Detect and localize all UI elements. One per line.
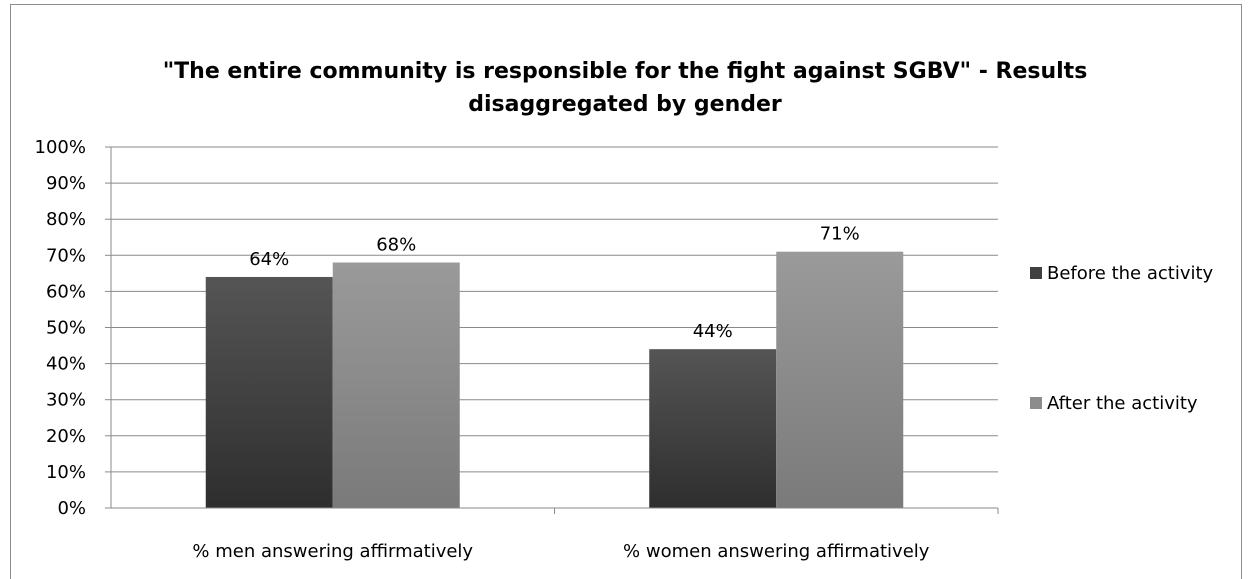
y-tick-label: 100% [35,137,86,158]
y-tick-label: 80% [46,209,86,230]
bar [776,251,904,508]
y-tick-label: 20% [46,426,86,447]
chart-title-line-2: disaggregated by gender [468,92,782,117]
y-tick-label: 70% [46,245,86,266]
legend-label: After the activity [1047,393,1198,414]
y-tick-label: 40% [46,354,86,375]
y-tick-label: 90% [46,173,86,194]
legend-swatch [1030,267,1042,279]
y-tick-label: 50% [46,318,86,339]
data-labels: 64% 68% 44% 71% [249,224,860,342]
chart-frame [10,4,1242,579]
legend-label: Before the activity [1047,263,1214,284]
x-category-label: % men answering affirmatively [192,541,473,562]
y-tick-label: 0% [57,498,86,519]
bar [205,276,333,508]
bars [205,251,904,508]
data-label: 44% [693,321,733,342]
y-axis: 0% 10% 20% 30% 40% 50% 60% 70% 80% 90% 100% [35,137,112,519]
chart-title-line-1: "The entire community is responsible for… [163,59,1088,84]
x-category-label: % women answering affirmatively [623,541,930,562]
data-label: 64% [249,249,289,270]
data-label: 71% [820,224,860,245]
y-tick-label: 10% [46,462,86,483]
bar [649,349,777,508]
legend: Before the activity After the activity [1030,263,1214,414]
bar [332,262,460,508]
y-tick-label: 30% [46,390,86,411]
data-label: 68% [376,235,416,256]
x-axis: % men answering affirmatively % women ans… [111,507,999,562]
legend-swatch [1030,397,1042,409]
y-tick-label: 60% [46,281,86,302]
